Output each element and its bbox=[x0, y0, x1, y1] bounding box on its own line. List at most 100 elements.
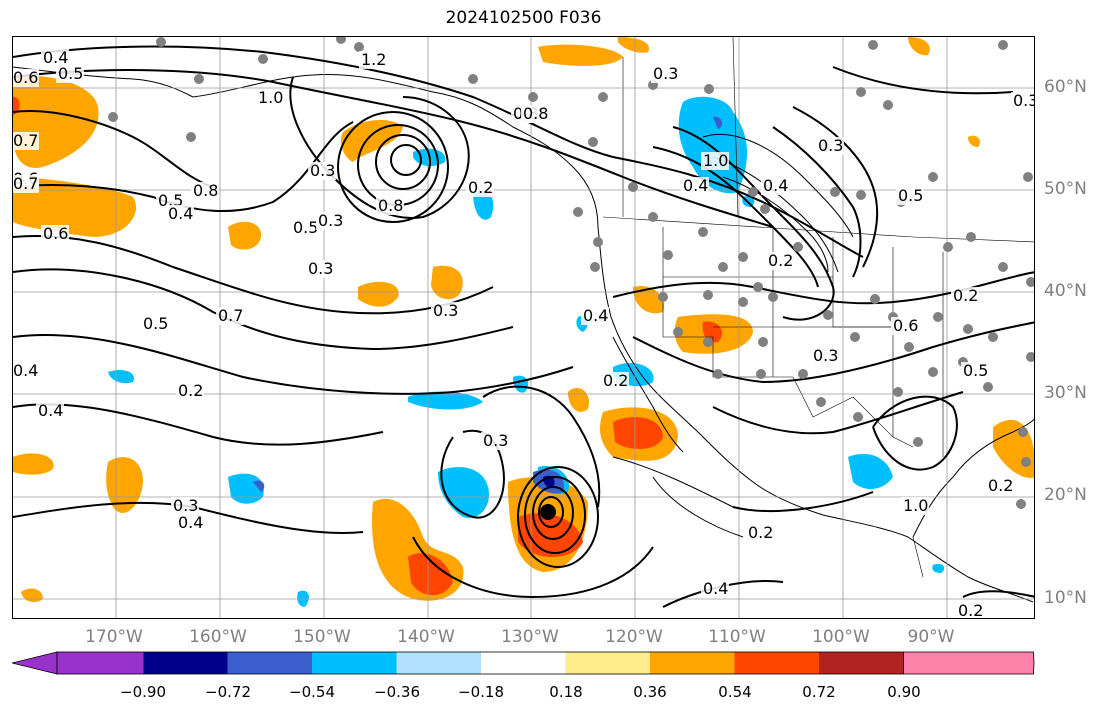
colorbar-tick: −0.90 bbox=[120, 683, 166, 701]
contour-label: 0.4 bbox=[763, 176, 788, 195]
thin-contour bbox=[712, 156, 839, 273]
contour-label: 0.2 bbox=[468, 178, 493, 197]
contour-label-bg bbox=[816, 137, 844, 155]
contour-line bbox=[632, 321, 1034, 384]
contour-label: 0.5 bbox=[143, 314, 168, 333]
negative-anomaly-patch bbox=[438, 467, 489, 518]
contour-label-bg bbox=[216, 307, 244, 325]
colorbar-segment bbox=[819, 652, 904, 674]
contour-label-bg bbox=[291, 219, 319, 237]
station-marker bbox=[793, 242, 803, 252]
contour-label-bg bbox=[431, 302, 459, 320]
station-marker bbox=[704, 84, 714, 94]
positive-anomaly-patch bbox=[21, 588, 43, 603]
contour-line bbox=[732, 491, 874, 512]
station-marker bbox=[883, 100, 893, 110]
contour-label-bg bbox=[316, 212, 344, 230]
contour-label: 0.4 bbox=[583, 306, 608, 325]
lon-label: 100°W bbox=[812, 627, 870, 647]
contour-label: 0.4 bbox=[13, 361, 38, 380]
contour-label: 0.3 bbox=[173, 496, 198, 515]
station-marker bbox=[856, 87, 866, 97]
contour-line bbox=[13, 268, 514, 351]
lon-label: 170°W bbox=[85, 627, 143, 647]
contour-label-bg bbox=[13, 69, 39, 87]
contour-line bbox=[13, 235, 494, 315]
station-marker bbox=[628, 182, 638, 192]
contour-label-bg bbox=[986, 477, 1014, 495]
contour-label: 0.4 bbox=[703, 579, 728, 598]
station-marker bbox=[1026, 352, 1034, 362]
lat-label: 60°N bbox=[1044, 77, 1087, 97]
contour-label: 1.0 bbox=[258, 88, 283, 107]
colorbar-tick: −0.72 bbox=[205, 683, 251, 701]
contour-label: 0.5 bbox=[58, 64, 83, 83]
station-marker bbox=[850, 332, 860, 342]
colorbar-tick: 0.18 bbox=[549, 683, 583, 701]
contour-line bbox=[13, 403, 384, 446]
positive-anomaly-patch bbox=[633, 286, 664, 314]
positive-anomaly-patch bbox=[228, 221, 262, 250]
positive-anomaly-patch bbox=[106, 457, 143, 513]
thin-contour bbox=[702, 133, 854, 238]
contour-label-bg bbox=[956, 602, 984, 618]
station-marker bbox=[590, 262, 600, 272]
lon-label: 150°W bbox=[293, 627, 351, 647]
station-marker bbox=[756, 369, 766, 379]
contour-ring bbox=[538, 496, 564, 528]
strong-positive-patch bbox=[613, 417, 663, 449]
contour-label: 0.2 bbox=[748, 523, 773, 542]
contour-label: 0.2 bbox=[603, 371, 628, 390]
positive-anomaly-patch bbox=[431, 265, 463, 300]
contour-label-bg bbox=[41, 225, 69, 243]
contour-label-bg bbox=[481, 432, 509, 450]
lat-label: 30°N bbox=[1044, 383, 1087, 403]
contour-label: 0.5 bbox=[293, 218, 318, 237]
contour-ring bbox=[337, 111, 449, 223]
strong-negative-patch bbox=[253, 480, 265, 492]
contour-label: 1.0 bbox=[703, 151, 728, 170]
contour-label: 0.6 bbox=[43, 224, 68, 243]
lon-label: 110°W bbox=[708, 627, 766, 647]
station-marker bbox=[983, 382, 993, 392]
station-marker bbox=[673, 327, 683, 337]
station-marker bbox=[798, 369, 808, 379]
colorbar-segment bbox=[396, 652, 482, 674]
lon-label: 160°W bbox=[189, 627, 247, 647]
contour-label-bg bbox=[601, 372, 629, 390]
contour-label-bg bbox=[36, 402, 64, 420]
station-marker bbox=[870, 294, 880, 304]
colorbar-segment bbox=[565, 652, 651, 674]
colorbar-tick: 0.90 bbox=[887, 683, 921, 701]
contour-label: 0.3 bbox=[813, 346, 838, 365]
positive-anomaly-patch bbox=[993, 419, 1034, 478]
contour-label: 0.7 bbox=[13, 174, 38, 193]
positive-anomaly-patch bbox=[13, 453, 54, 475]
contour-label: 0.4 bbox=[178, 513, 203, 532]
station-marker bbox=[258, 54, 268, 64]
map-panel: 0.40.50.61.21.00.30.80.70.60.70.50.40.60… bbox=[12, 36, 1035, 619]
lat-label: 40°N bbox=[1044, 281, 1087, 301]
colorbar-segment bbox=[312, 652, 397, 674]
station-marker bbox=[823, 310, 833, 320]
station-marker bbox=[354, 42, 364, 52]
border-line bbox=[912, 536, 924, 578]
contour-label: 0.2 bbox=[988, 476, 1013, 495]
station-marker bbox=[998, 40, 1008, 50]
positive-anomaly-patch bbox=[968, 135, 980, 147]
contour-label: 0.3 bbox=[433, 301, 458, 320]
contour-label: 0.3 bbox=[1013, 91, 1035, 110]
station-marker bbox=[1023, 172, 1033, 182]
negative-anomaly-patch bbox=[473, 190, 494, 220]
contour-label-bg bbox=[306, 260, 334, 278]
station-marker bbox=[928, 172, 938, 182]
contour-line bbox=[652, 146, 819, 288]
contour-label-bg bbox=[256, 89, 284, 107]
contour-ring bbox=[375, 134, 431, 190]
colorbar-tick: −0.36 bbox=[374, 683, 420, 701]
contour-label: 0.6 bbox=[13, 68, 38, 87]
border-line bbox=[732, 37, 739, 218]
colorbar-tick: 0.36 bbox=[633, 683, 667, 701]
contour-label-bg bbox=[701, 152, 729, 170]
station-marker bbox=[868, 40, 878, 50]
